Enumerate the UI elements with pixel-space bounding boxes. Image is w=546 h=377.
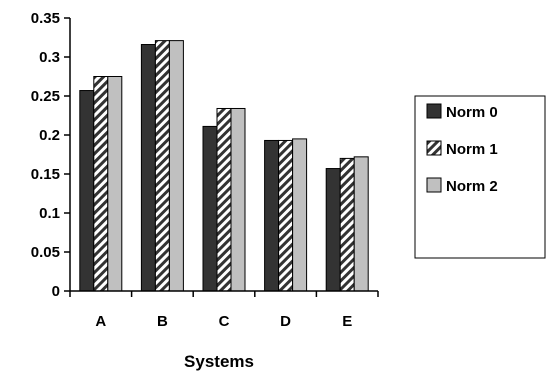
bar — [168, 40, 184, 292]
legend-swatch — [426, 103, 442, 119]
x-tick-label: A — [95, 313, 106, 330]
x-tick-label: C — [219, 313, 230, 330]
bar — [154, 40, 170, 292]
bar — [79, 90, 95, 292]
x-tick-label: E — [342, 313, 352, 330]
legend-swatch — [426, 177, 442, 193]
bar — [107, 76, 123, 292]
bar — [264, 139, 280, 292]
bar — [278, 139, 294, 292]
legend-label: Norm 2 — [446, 178, 498, 195]
bar — [216, 107, 232, 292]
bar — [230, 107, 246, 292]
bar — [292, 138, 308, 292]
x-axis-title: Systems — [184, 352, 254, 371]
plot-area — [79, 40, 369, 292]
y-tick-label: 0.15 — [31, 166, 60, 183]
x-tick-label: B — [157, 313, 168, 330]
y-axis: 0 0.05 0.1 0.15 0.2 0.25 0.3 0.35 — [31, 10, 71, 300]
bar — [353, 156, 369, 292]
y-tick-label: 0.25 — [31, 88, 60, 105]
y-tick-label: 0.3 — [39, 49, 60, 66]
y-tick-label: 0.2 — [39, 127, 60, 144]
legend-label: Norm 0 — [446, 104, 498, 121]
bar — [325, 168, 341, 292]
bar — [93, 76, 109, 292]
bar — [140, 44, 156, 292]
y-tick-label: 0 — [52, 283, 60, 300]
bar — [339, 157, 355, 292]
legend: Norm 0 Norm 1 Norm 2 — [414, 95, 546, 259]
x-tick-label: D — [280, 313, 291, 330]
y-tick-label: 0.35 — [31, 10, 60, 27]
y-tick-label: 0.1 — [39, 205, 60, 222]
legend-label: Norm 1 — [446, 141, 498, 158]
bar — [202, 125, 218, 292]
legend-box — [414, 95, 546, 259]
legend-swatch — [426, 140, 442, 156]
x-axis: A B C D E — [69, 290, 379, 330]
y-tick-label: 0.05 — [31, 244, 60, 261]
